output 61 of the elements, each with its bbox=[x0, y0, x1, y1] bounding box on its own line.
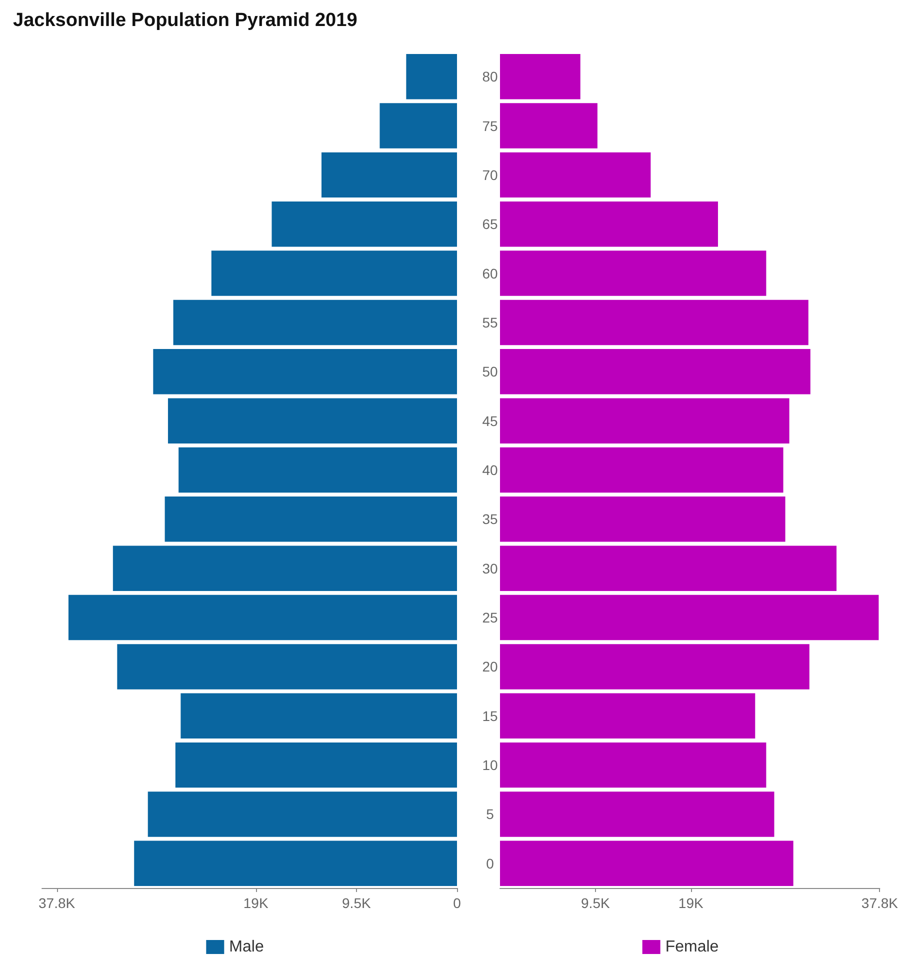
bar bbox=[173, 300, 457, 346]
y-tick-label: 50 bbox=[482, 364, 498, 380]
chart-title: Jacksonville Population Pyramid 2019 bbox=[13, 10, 358, 31]
y-tick-label: 80 bbox=[482, 68, 498, 85]
bar bbox=[500, 201, 718, 247]
bar bbox=[500, 152, 651, 198]
bar bbox=[500, 447, 784, 493]
bar bbox=[117, 644, 457, 690]
y-tick-label: 75 bbox=[482, 118, 498, 134]
bar bbox=[500, 742, 766, 788]
bar bbox=[180, 693, 457, 739]
bar bbox=[500, 546, 837, 591]
x-tick-label: 19K bbox=[678, 895, 704, 911]
bar bbox=[380, 103, 457, 148]
y-tick-label: 5 bbox=[486, 806, 494, 822]
bar bbox=[500, 693, 756, 739]
y-tick-label: 65 bbox=[482, 216, 498, 232]
bar bbox=[153, 349, 457, 394]
y-tick-label: 15 bbox=[482, 708, 498, 724]
bar bbox=[500, 300, 808, 346]
y-tick-label: 55 bbox=[482, 314, 498, 330]
y-tick-label: 45 bbox=[482, 412, 498, 429]
bar bbox=[321, 152, 457, 198]
bar bbox=[500, 103, 598, 148]
x-tick-label: 37.8K bbox=[861, 895, 899, 911]
y-tick-label: 60 bbox=[482, 265, 498, 282]
bar bbox=[500, 644, 810, 690]
y-tick-label: 35 bbox=[482, 511, 498, 528]
bar bbox=[500, 792, 774, 837]
bar bbox=[68, 594, 457, 640]
bar bbox=[500, 840, 794, 886]
x-tick-label: 37.8K bbox=[38, 895, 76, 911]
y-tick-label: 0 bbox=[486, 855, 494, 872]
bar bbox=[500, 250, 766, 296]
x-tick-label: 9.5K bbox=[342, 895, 372, 911]
y-tick-label: 30 bbox=[482, 560, 498, 576]
bar bbox=[406, 54, 457, 100]
bar bbox=[272, 201, 457, 247]
x-tick-label: 0 bbox=[453, 895, 462, 911]
y-tick-label: 20 bbox=[482, 658, 498, 675]
bar bbox=[500, 594, 879, 640]
bar bbox=[500, 349, 810, 394]
bar bbox=[134, 840, 457, 886]
bar bbox=[500, 54, 580, 100]
x-tick-label: 19K bbox=[243, 895, 269, 911]
y-tick-label: 40 bbox=[482, 462, 498, 478]
bar bbox=[168, 398, 457, 444]
x-tick-label: 9.5K bbox=[581, 895, 610, 911]
legend-label: Female bbox=[665, 938, 719, 956]
bar bbox=[175, 742, 457, 788]
bar bbox=[500, 398, 790, 444]
legend-label: Male bbox=[229, 938, 264, 956]
bar bbox=[500, 496, 786, 542]
bar bbox=[112, 546, 457, 591]
bar bbox=[211, 250, 457, 296]
bar bbox=[148, 792, 457, 837]
bar bbox=[178, 447, 457, 493]
y-tick-label: 70 bbox=[482, 166, 498, 183]
y-tick-label: 10 bbox=[482, 757, 498, 774]
bar bbox=[164, 496, 457, 542]
y-tick-label: 25 bbox=[482, 610, 498, 626]
